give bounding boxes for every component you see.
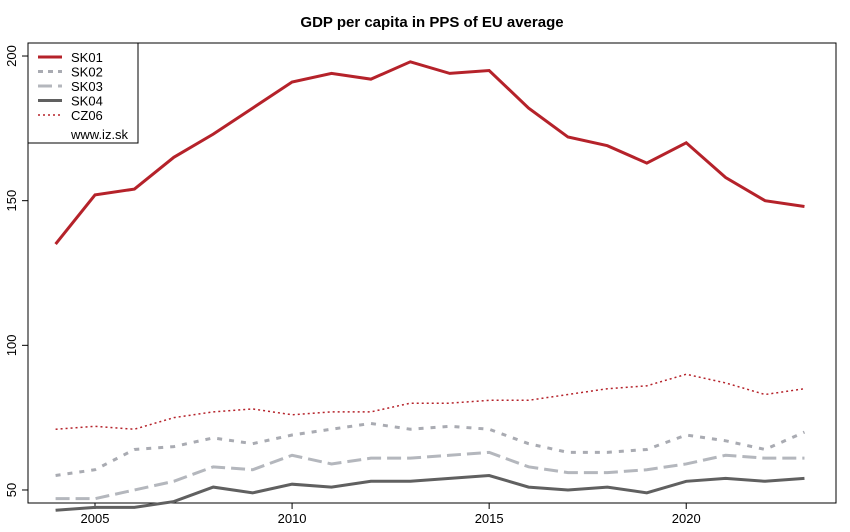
legend-note: www.iz.sk <box>70 127 129 142</box>
legend-label: SK02 <box>71 65 103 80</box>
chart-title: GDP per capita in PPS of EU average <box>300 14 563 31</box>
legend-label: SK01 <box>71 50 103 65</box>
series-line-cz06 <box>55 373 805 430</box>
y-tick-label: 50 <box>4 483 19 497</box>
x-tick-label: 2005 <box>81 511 110 526</box>
x-tick-label: 2015 <box>475 511 504 526</box>
series-line-sk01 <box>54 60 805 246</box>
legend-label: SK04 <box>71 94 103 109</box>
series-line-sk02 <box>55 421 806 477</box>
legend-label: CZ06 <box>71 108 103 123</box>
x-tick-label: 2020 <box>672 511 701 526</box>
y-tick-label: 200 <box>4 45 19 67</box>
legend-label: SK03 <box>71 79 103 94</box>
y-tick-label: 100 <box>4 334 19 356</box>
plot-frame <box>27 42 837 504</box>
series-line-sk04 <box>55 473 805 512</box>
legend-box <box>27 42 139 144</box>
series-line-sk03 <box>55 450 805 501</box>
x-tick-label: 2010 <box>278 511 307 526</box>
y-tick-label: 150 <box>4 190 19 212</box>
